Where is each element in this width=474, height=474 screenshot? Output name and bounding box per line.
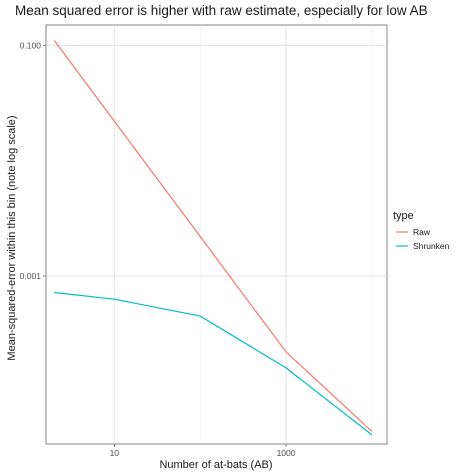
series-line-raw	[53, 40, 373, 432]
series-lines	[53, 40, 373, 436]
x-tick-label: 10	[110, 448, 120, 458]
x-axis-ticks: 10 1000	[110, 444, 296, 458]
major-gridlines	[46, 25, 387, 444]
legend: type Raw Shrunken	[393, 210, 450, 251]
y-tick-label: 0.100	[20, 40, 42, 50]
chart-title: Mean squared error is higher with raw es…	[15, 3, 428, 18]
plot-panel	[45, 24, 388, 445]
y-axis-ticks: 0.100 0.001	[20, 40, 46, 281]
series-line-shrunken	[54, 291, 373, 436]
y-tick-label: 0.001	[20, 271, 42, 281]
minor-gridlines	[199, 25, 373, 444]
legend-title: type	[393, 210, 414, 222]
plot-background	[45, 24, 388, 445]
x-axis-title: Number of at-bats (AB)	[159, 459, 272, 471]
legend-label-raw: Raw	[413, 227, 431, 237]
x-tick-label: 1000	[277, 448, 296, 458]
legend-label-shrunken: Shrunken	[413, 241, 450, 251]
y-axis-title: Mean-squared-error within this bin (note…	[6, 115, 18, 360]
